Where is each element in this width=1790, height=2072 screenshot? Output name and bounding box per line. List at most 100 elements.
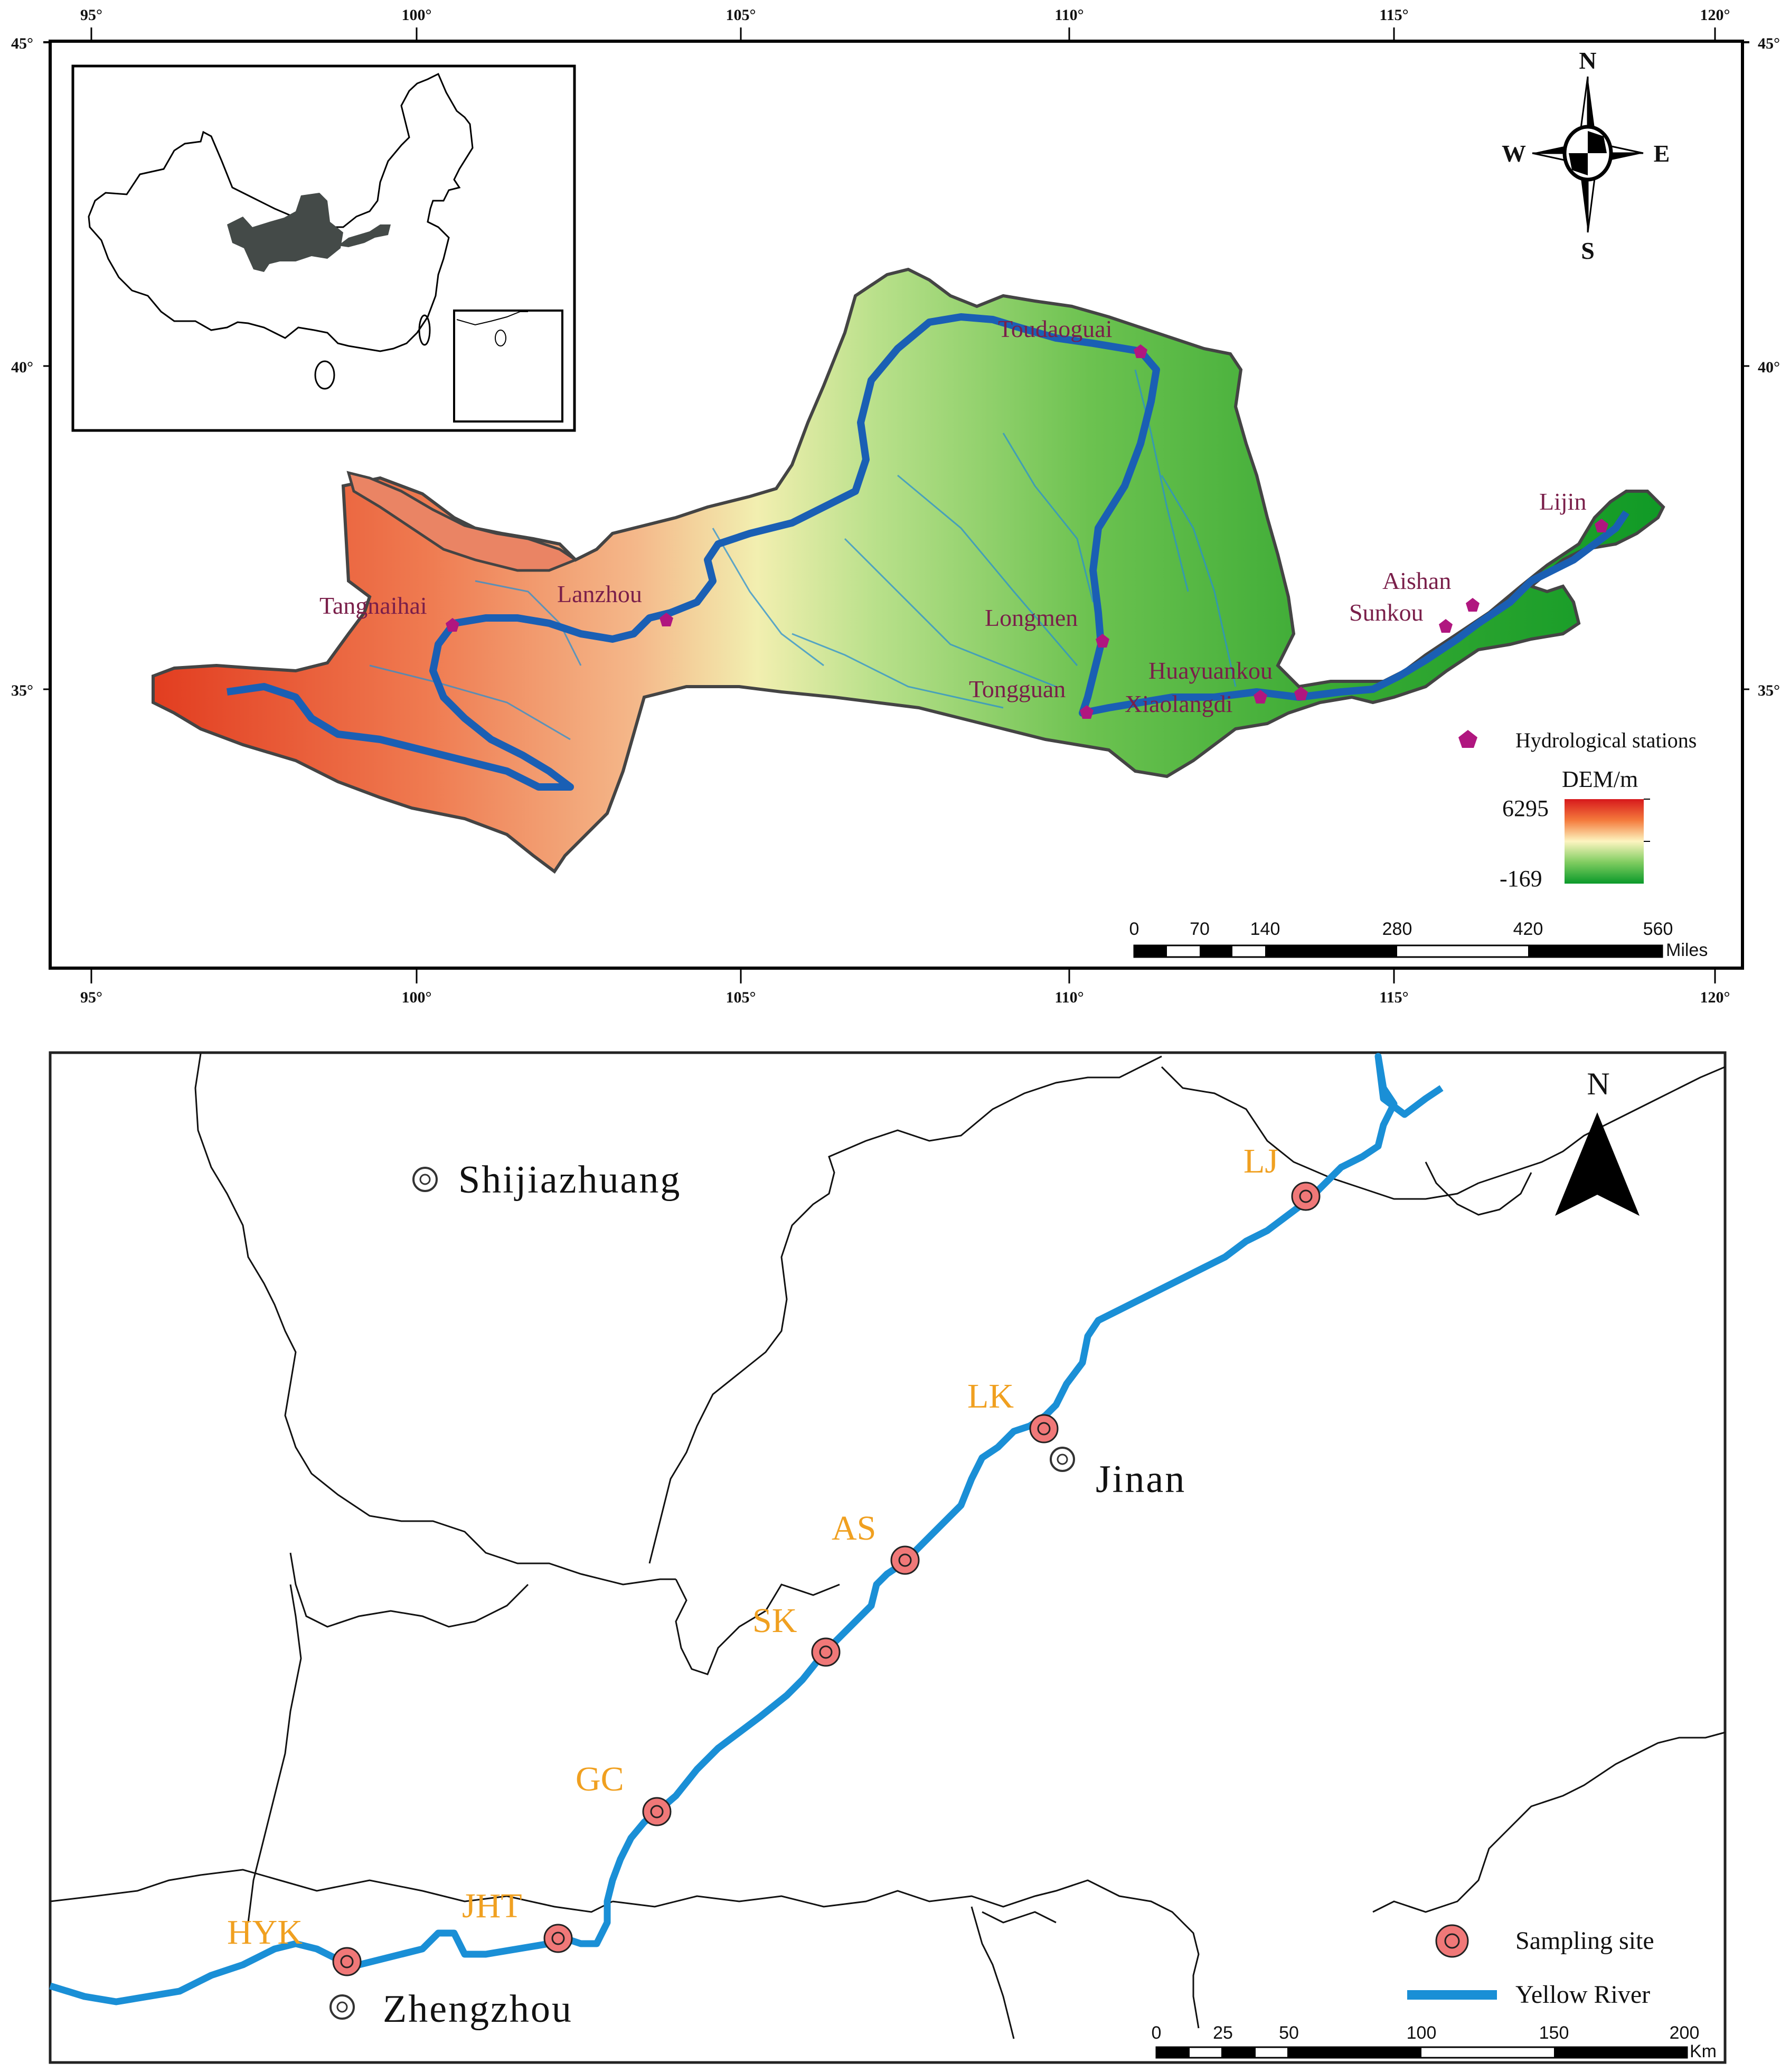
lon-ticks-top: 95° 100° 105° 110° 115° 120° [80, 6, 1730, 41]
station-label-toudaoguai: Toudaoguai [998, 315, 1113, 342]
station-label-aishan: Aishan [1382, 567, 1451, 594]
china-inset-map [71, 64, 576, 432]
station-marker-tangnaihai [446, 618, 459, 632]
tributaries [369, 369, 1237, 740]
lon-tick-110-bottom: 110° [1054, 989, 1084, 1006]
site-label-lj: LJ [1243, 1142, 1278, 1180]
scale-tick-70: 70 [1190, 919, 1210, 939]
city-label-shijiazhuang: Shijiazhuang [458, 1158, 681, 1202]
north-label: N [1587, 1066, 1609, 1101]
site-marker-gc [642, 1797, 672, 1826]
station-label-sunkou: Sunkou [1349, 599, 1424, 626]
station-label-tongguan: Tongguan [969, 676, 1066, 702]
compass-rose-icon: N S W E [1502, 47, 1670, 264]
scale-bar-miles: 0 70 140 280 420 560 Miles [1129, 919, 1708, 960]
station-marker-toudaoguai [1134, 344, 1147, 358]
lat-tick-35-right: 35° [1758, 682, 1780, 699]
site-label-sk: SK [752, 1601, 797, 1640]
lon-tick-100: 100° [402, 6, 432, 24]
province-boundaries [50, 1053, 1726, 2039]
lat-ticks: 45° 40° 35° 45° 40° 35° [11, 35, 1780, 699]
city-icon-zhengzhou [329, 1994, 355, 2020]
lon-tick-105-bottom: 105° [726, 989, 756, 1006]
km-tick-200: 200 [1670, 2023, 1700, 2043]
lat-tick-40: 40° [11, 359, 33, 376]
dem-max-value: 6295 [1502, 795, 1549, 821]
city-label-zhengzhou: Zhengzhou [383, 1987, 573, 2031]
yellow-river-legend-icon [1407, 1990, 1497, 2000]
station-marker-lanzhou [660, 613, 673, 626]
lon-tick-100-bottom: 100° [402, 989, 432, 1006]
city-label-jinan: Jinan [1096, 1458, 1186, 1501]
lon-tick-115-bottom: 115° [1379, 989, 1408, 1006]
compass-e: E [1654, 140, 1670, 167]
dem-min-value: -169 [1500, 866, 1542, 892]
station-marker-aishan [1466, 598, 1480, 612]
yellow-river-main-stem [227, 313, 1629, 791]
site-marker-sk [811, 1637, 841, 1667]
hydro-station-legend-icon [1458, 730, 1477, 748]
site-label-as: AS [832, 1509, 876, 1548]
lon-tick-110: 110° [1054, 6, 1084, 24]
cities: Shijiazhuang Jinan Zhengzhou [329, 1158, 1186, 2031]
site-label-jht: JHT [462, 1887, 522, 1925]
bottom-map-frame [49, 1051, 1727, 2064]
north-arrow-icon: N [1555, 1066, 1640, 1216]
station-label-lijin: Lijin [1539, 488, 1586, 515]
legend-hydro-stations: Hydrological stations [1515, 728, 1697, 752]
lon-tick-95: 95° [80, 6, 102, 24]
top-map-panel: 95° 100° 105° 110° 115° 120° 95° 100° 10… [0, 0, 1790, 1035]
bottom-map-svg: HYK JHT GC SK AS LK LJ Shijiazhuang Jina… [49, 1051, 1727, 2064]
scale-tick-420: 420 [1513, 919, 1543, 939]
km-tick-100: 100 [1407, 2023, 1437, 2043]
station-label-xiaolangdi: Xiaolangdi [1125, 690, 1232, 717]
lon-tick-120: 120° [1700, 6, 1730, 24]
sampling-sites [332, 1182, 1321, 1976]
lon-tick-115: 115° [1379, 6, 1408, 24]
site-label-hyk: HYK [227, 1913, 303, 1952]
station-label-lanzhou: Lanzhou [557, 580, 642, 607]
site-label-gc: GC [576, 1760, 624, 1798]
station-marker-sunkou [1439, 619, 1453, 633]
scale-unit-km: Km [1690, 2041, 1717, 2061]
site-marker-as [890, 1545, 920, 1575]
station-label-longmen: Longmen [985, 604, 1078, 631]
lat-tick-45-right: 45° [1758, 35, 1780, 52]
site-marker-jht [543, 1924, 573, 1953]
lat-tick-45: 45° [11, 35, 33, 52]
yellow-river-lower-course [49, 1053, 1444, 2005]
city-icon-shijiazhuang [412, 1167, 438, 1192]
legend-yellow-river: Yellow River [1515, 1981, 1650, 2009]
km-tick-50: 50 [1279, 2023, 1299, 2043]
site-marker-hyk [332, 1947, 362, 1976]
station-marker-tongguan [1080, 705, 1094, 719]
top-map-svg: 95° 100° 105° 110° 115° 120° 95° 100° 10… [11, 6, 1780, 1006]
km-tick-25: 25 [1213, 2023, 1233, 2043]
station-marker-huayuankou [1294, 687, 1308, 700]
scale-bar-km: 0 25 50 100 150 200 Km [1152, 2023, 1717, 2061]
city-icon-jinan [1050, 1447, 1075, 1472]
km-tick-150: 150 [1539, 2023, 1569, 2043]
site-marker-lk [1029, 1414, 1059, 1443]
compass-s: S [1581, 237, 1595, 264]
lat-tick-40-right: 40° [1758, 359, 1780, 376]
station-label-tangnaihai: Tangnaihai [319, 592, 427, 619]
top-legend: Hydrological stations DEM/m 6295 -169 [1458, 728, 1697, 892]
lon-tick-95-bottom: 95° [80, 989, 102, 1006]
scale-tick-0: 0 [1129, 919, 1139, 939]
lon-ticks-bottom: 95° 100° 105° 110° 115° 120° [80, 968, 1730, 1006]
station-label-huayuankou: Huayuankou [1148, 657, 1273, 684]
station-marker-xiaolangdi [1254, 690, 1267, 704]
km-tick-0: 0 [1152, 2023, 1162, 2043]
compass-w: W [1502, 140, 1526, 167]
dem-legend-title: DEM/m [1562, 766, 1638, 792]
scale-tick-280: 280 [1382, 919, 1412, 939]
scale-unit-miles: Miles [1666, 940, 1708, 960]
station-labels: Tangnaihai Lanzhou Toudaoguai Longmen To… [319, 315, 1586, 717]
site-marker-lj [1291, 1182, 1321, 1211]
dem-color-ramp [1565, 799, 1644, 884]
station-marker-longmen [1096, 634, 1109, 648]
bottom-legend: Sampling site Yellow River [1407, 1924, 1654, 2009]
sampling-site-legend-icon [1435, 1924, 1469, 1958]
lat-tick-35: 35° [11, 682, 33, 699]
